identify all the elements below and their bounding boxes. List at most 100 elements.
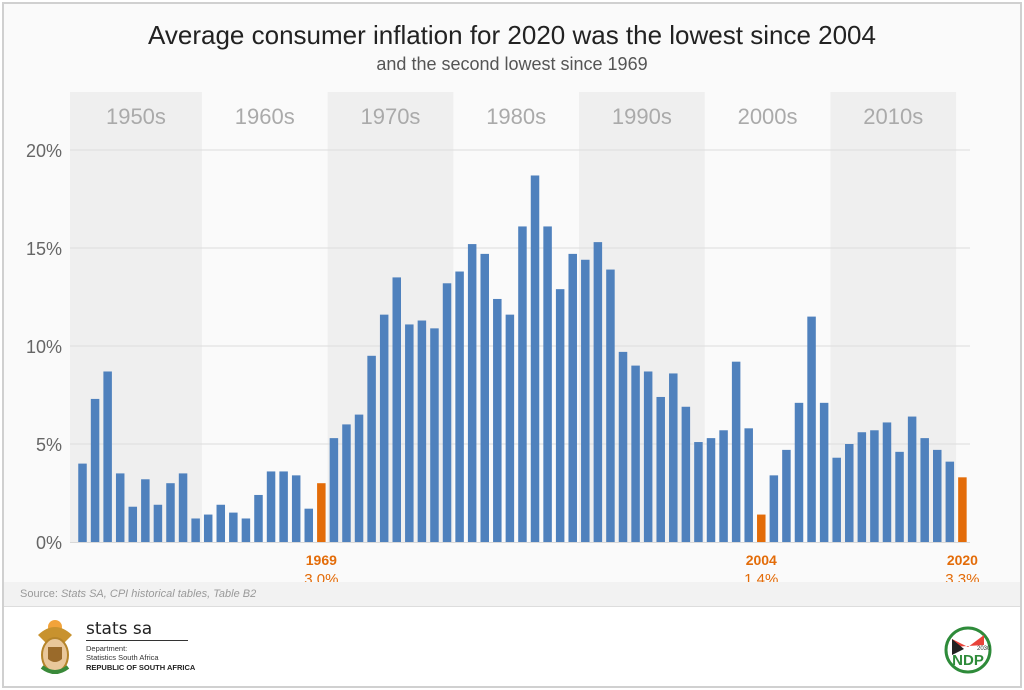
bar-2019	[945, 461, 955, 542]
chart-panel: 1950s 1960s 1970s 1980s 1990s 2000s 2010s 0% 5% 1…	[4, 4, 1020, 582]
bar-1964	[254, 494, 263, 542]
bar-1979	[442, 283, 452, 542]
bar-2010	[832, 457, 841, 542]
source-note: Source: Stats SA, CPI historical tables,…	[20, 588, 256, 600]
bar-1993	[618, 351, 628, 542]
bar-2012	[857, 432, 867, 542]
bar-1987	[543, 226, 552, 542]
source-text: Stats SA, CPI historical tables, Table B…	[60, 588, 257, 600]
bar-2001	[719, 430, 728, 542]
bar-1956	[153, 504, 163, 542]
bar-2000	[706, 438, 716, 542]
bar-1995	[643, 371, 653, 542]
bar-1986	[530, 175, 540, 543]
bar-1994	[631, 365, 640, 542]
footer: stats sa Department: Statistics South Afr…	[4, 607, 1020, 686]
bar-1957	[166, 483, 175, 542]
decade-label: 1970s	[360, 104, 420, 129]
bar-1953	[115, 473, 125, 542]
bar-2004	[757, 514, 766, 542]
highlight-value-label: 3,0%	[304, 571, 338, 582]
org-name: stats sa	[86, 619, 153, 639]
bar-1969	[317, 483, 326, 542]
bar-1950	[78, 463, 87, 542]
chart-title: Average consumer inflation for 2020 was …	[148, 20, 876, 50]
y-tick-label: 10%	[26, 337, 62, 357]
org-department: Department: Statistics South Africa	[86, 644, 159, 662]
bar-1997	[669, 373, 678, 542]
decade-label: 2010s	[863, 104, 923, 129]
highlight-year-label: 2004	[746, 552, 777, 568]
bar-1967	[291, 475, 301, 542]
bar-1968	[304, 508, 314, 542]
bar-1955	[141, 479, 150, 542]
bar-1985	[518, 226, 527, 542]
bar-1983	[493, 298, 502, 542]
bar-1977	[417, 320, 427, 542]
bar-2002	[731, 361, 741, 542]
bar-2014	[882, 422, 892, 542]
bar-1980	[455, 271, 464, 542]
bar-1972	[354, 414, 364, 542]
bar-2006	[782, 449, 791, 542]
decade-label: 1980s	[486, 104, 546, 129]
highlight-value-label: 3,3%	[945, 571, 979, 582]
bar-1962	[229, 512, 238, 542]
bar-1959	[191, 518, 200, 542]
highlight-value-label: 1,4%	[744, 571, 778, 582]
bar-2020	[958, 477, 967, 542]
bar-2008	[807, 316, 816, 542]
bar-1990	[581, 259, 590, 542]
bar-1966	[279, 471, 288, 542]
decade-label: 1950s	[106, 104, 166, 129]
bar-2016	[907, 416, 917, 542]
highlight-year-label: 2020	[947, 552, 978, 568]
bar-1988	[555, 289, 565, 542]
bar-2007	[794, 402, 804, 542]
bar-2015	[895, 451, 904, 542]
bar-1961	[216, 504, 226, 542]
bar-1974	[379, 314, 389, 542]
bar-2013	[870, 430, 879, 542]
bar-1973	[367, 355, 376, 542]
y-tick-label: 0%	[36, 533, 62, 553]
bar-1958	[178, 473, 188, 542]
bar-2003	[744, 428, 753, 542]
bar-1978	[430, 328, 439, 542]
bar-1998	[681, 406, 691, 542]
bar-1952	[103, 371, 112, 542]
y-tick-label: 15%	[26, 239, 62, 259]
bar-1951	[90, 398, 100, 542]
ndp-2030-logo: 2030 NDP	[944, 626, 992, 674]
bar-1999	[694, 442, 703, 542]
bar-1963	[241, 518, 251, 542]
bar-1971	[342, 424, 351, 542]
decade-label: 1990s	[612, 104, 672, 129]
y-tick-label: 5%	[36, 435, 62, 455]
source-bar: Source: Stats SA, CPI historical tables,…	[4, 582, 1020, 607]
bar-1984	[505, 314, 515, 542]
bar-2011	[845, 444, 854, 542]
bar-1965	[266, 471, 276, 542]
bar-chart: 1950s 1960s 1970s 1980s 1990s 2000s 2010s 0% 5% 1…	[26, 92, 980, 582]
dept-line-2: Statistics South Africa	[86, 653, 159, 662]
bar-1954	[128, 506, 138, 542]
bar-1976	[405, 324, 414, 542]
bar-2017	[920, 438, 929, 542]
decade-label: 1960s	[235, 104, 295, 129]
bar-2009	[819, 402, 829, 542]
ndp-text: NDP	[952, 652, 984, 669]
bar-2018	[933, 449, 942, 542]
ndp-year: 2030	[977, 646, 991, 652]
bar-2005	[769, 475, 779, 542]
dept-line-1: Department:	[86, 644, 128, 653]
org-republic: REPUBLIC OF SOUTH AFRICA	[86, 663, 196, 672]
bar-1996	[656, 396, 665, 542]
bar-1960	[203, 514, 213, 542]
highlight-year-label: 1969	[306, 552, 337, 568]
source-prefix: Source:	[20, 588, 61, 600]
divider	[86, 640, 188, 641]
bar-1989	[568, 253, 577, 542]
decade-label: 2000s	[738, 104, 798, 129]
